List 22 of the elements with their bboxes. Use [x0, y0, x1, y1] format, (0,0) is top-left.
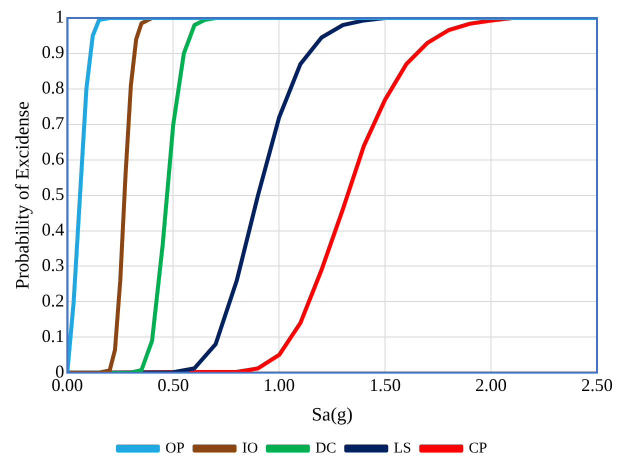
legend-label: DC — [315, 440, 336, 456]
y-tick-label: 0.1 — [42, 326, 64, 346]
x-tick-label: 2.50 — [581, 375, 613, 396]
y-tick-label: 0.2 — [42, 290, 64, 310]
x-axis-title: Sa(g) — [312, 404, 353, 426]
y-axis-title: Probability of Excidense — [12, 101, 34, 290]
legend-label: LS — [394, 440, 412, 456]
y-tick-label: 0.6 — [42, 148, 64, 169]
x-tick-label: 2.00 — [475, 375, 507, 396]
x-tick-label: 1.50 — [369, 375, 401, 396]
y-tick-label: 0.9 — [42, 42, 64, 62]
x-tick-label: 1.00 — [263, 375, 295, 396]
y-tick-label: 1 — [55, 6, 64, 27]
legend-label: OP — [165, 440, 185, 456]
legend-label: IO — [242, 440, 258, 456]
y-tick-label: 0.7 — [42, 113, 64, 134]
x-tick-label: 0.50 — [157, 375, 189, 396]
legend-label: CP — [468, 440, 488, 456]
y-tick-label: 0.8 — [42, 78, 64, 98]
y-tick-label: 0.5 — [42, 184, 64, 204]
y-tick-label: 0.3 — [42, 254, 64, 275]
y-tick-label: 0.4 — [42, 219, 64, 240]
